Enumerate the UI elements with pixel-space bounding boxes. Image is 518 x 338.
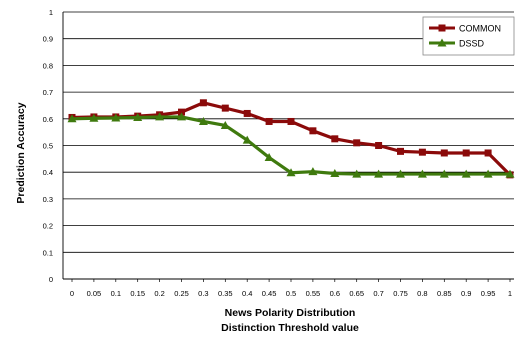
- data-point-common: [484, 149, 492, 157]
- data-point-dssd: [177, 112, 186, 121]
- data-point-common: [397, 147, 404, 155]
- data-point-common: [375, 142, 383, 149]
- x-tick-label: 0.55: [306, 289, 321, 298]
- y-tick-label: 0.3: [43, 195, 53, 204]
- y-axis-title: Prediction Accuracy: [15, 102, 27, 203]
- data-point-dssd: [330, 169, 340, 178]
- x-tick-label: 0.6: [330, 289, 340, 298]
- data-point-dssd: [198, 116, 208, 125]
- x-tick-label: 0.2: [154, 289, 164, 298]
- x-tick-label: 0.15: [130, 289, 145, 298]
- x-tick-label: 0.95: [481, 289, 496, 298]
- data-point-dssd: [220, 120, 230, 129]
- x-tick-label: 0.4: [242, 289, 252, 298]
- x-tick-label: 0.75: [393, 289, 408, 298]
- x-tick-label: 0.35: [218, 289, 233, 298]
- data-point-dssd: [439, 169, 449, 178]
- y-tick-label: 0.9: [43, 35, 53, 44]
- data-point-common: [462, 149, 470, 157]
- x-tick-label: 0.25: [174, 289, 189, 298]
- legend-box: [422, 16, 515, 56]
- y-tick-label: 0.2: [43, 222, 53, 231]
- x-tick-label: 0.65: [349, 289, 364, 298]
- y-tick-label: 0.5: [43, 142, 53, 151]
- data-point-common: [287, 117, 295, 125]
- data-point-dssd: [286, 168, 296, 177]
- x-tick-label: 0.85: [437, 289, 452, 298]
- data-point-dssd: [264, 153, 274, 162]
- x-axis-title-line1: News Polarity Distribution: [225, 307, 356, 319]
- legend-label-dssd: DSSD: [459, 39, 485, 49]
- x-axis-title-line2: Distinction Threshold value: [221, 322, 359, 334]
- y-tick-label: 0.7: [43, 88, 53, 97]
- x-tick-label: 0.1: [111, 289, 121, 298]
- data-point-dssd: [242, 135, 252, 144]
- y-tick-label: 0.4: [43, 168, 53, 177]
- y-tick-label: 0.1: [43, 248, 53, 257]
- y-tick-label: 0.6: [43, 115, 53, 124]
- data-point-dssd: [89, 113, 99, 122]
- data-point-common: [418, 148, 426, 156]
- x-tick-label: 0.3: [198, 289, 208, 298]
- x-tick-label: 0.05: [87, 289, 102, 298]
- data-point-common: [331, 135, 339, 143]
- legend-marker-common: [438, 24, 446, 32]
- legend: COMMON DSSD: [422, 16, 515, 56]
- data-point-common: [221, 104, 229, 112]
- data-point-dssd: [308, 167, 318, 176]
- y-tick-labels: 0 0.1 0.2 0.3 0.4 0.5 0.6 0.7 0.8 0.9 1: [43, 8, 53, 284]
- plot-series: [67, 99, 515, 179]
- axes: [62, 12, 514, 282]
- data-point-common: [265, 117, 273, 125]
- x-tick-label: 0.45: [262, 289, 277, 298]
- data-point-dssd: [505, 169, 515, 178]
- data-point-dssd: [133, 112, 143, 121]
- legend-marker-dssd: [437, 38, 447, 47]
- legend-label-common: COMMON: [459, 24, 501, 34]
- data-point-dssd: [396, 169, 405, 178]
- x-tick-label: 0.9: [461, 289, 471, 298]
- y-tick-label: 1: [49, 8, 53, 17]
- data-point-common: [243, 109, 251, 117]
- y-tick-label: 0: [49, 275, 53, 284]
- x-tick-labels: 0 0.05 0.1 0.15 0.2 0.25 0.3 0.35 0.4 0.45 0.5 0.55…: [70, 289, 512, 298]
- data-point-dssd: [461, 169, 471, 178]
- x-tick-label: 1: [508, 289, 512, 298]
- data-point-dssd: [483, 169, 493, 178]
- x-tick-label: 0.7: [373, 289, 383, 298]
- data-point-dssd: [417, 169, 427, 178]
- data-point-common: [199, 99, 207, 107]
- data-point-dssd: [352, 169, 362, 178]
- x-tick-label: 0.5: [286, 289, 296, 298]
- x-tick-label: 0: [70, 289, 74, 298]
- x-tick-label: 0.8: [417, 289, 427, 298]
- data-point-dssd: [155, 112, 165, 121]
- data-point-common: [309, 127, 317, 135]
- data-point-common: [353, 139, 361, 147]
- data-point-dssd: [67, 114, 77, 123]
- data-point-common: [440, 149, 448, 157]
- data-point-dssd: [111, 113, 121, 122]
- data-point-common: [178, 108, 185, 116]
- y-tick-label: 0.8: [43, 61, 53, 70]
- data-point-dssd: [374, 169, 384, 178]
